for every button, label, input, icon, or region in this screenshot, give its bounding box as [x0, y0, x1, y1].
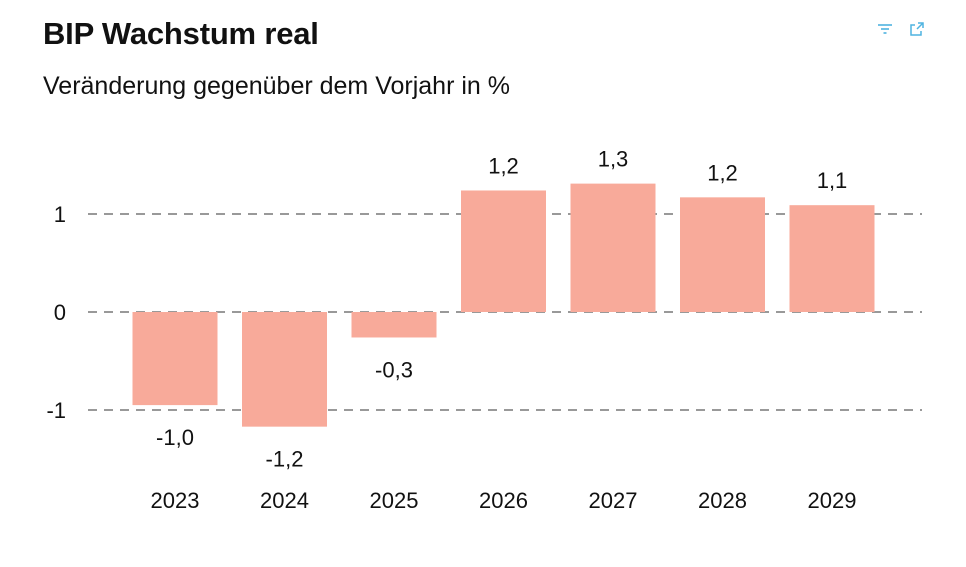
label-layer: 1 0 -1 -1,0 2023 -1,2 2024 -0,3 2025 1,2 2026 1,3 20… — [46, 147, 856, 513]
x-tick-label: 2025 — [370, 488, 419, 513]
data-label: 1,3 — [598, 147, 629, 172]
y-tick-label: 1 — [54, 202, 66, 227]
bar-layer — [132, 183, 875, 427]
x-tick-label: 2023 — [151, 488, 200, 513]
expand-icon[interactable] — [908, 20, 926, 38]
data-label: -1,0 — [156, 425, 194, 450]
filter-icon[interactable] — [876, 20, 894, 38]
bar[interactable] — [570, 183, 656, 312]
bar[interactable] — [242, 312, 327, 427]
chart-title: BIP Wachstum real — [43, 16, 319, 51]
x-tick-label: 2028 — [698, 488, 747, 513]
bar[interactable] — [680, 197, 765, 312]
data-label: -0,3 — [375, 357, 413, 382]
data-label: -1,2 — [266, 447, 304, 472]
data-label: 1,1 — [817, 168, 848, 193]
bar[interactable] — [351, 312, 437, 338]
chart-subtitle: Veränderung gegenüber dem Vorjahr in % — [43, 72, 510, 100]
data-label: 1,2 — [707, 160, 738, 185]
x-tick-label: 2026 — [479, 488, 528, 513]
bar[interactable] — [461, 190, 546, 312]
y-tick-label: 0 — [54, 300, 66, 325]
x-tick-label: 2029 — [808, 488, 857, 513]
bar[interactable] — [132, 312, 218, 406]
x-tick-label: 2027 — [589, 488, 638, 513]
chart-toolbar — [876, 20, 926, 38]
data-label: 1,2 — [488, 153, 519, 178]
y-tick-label: -1 — [46, 398, 66, 423]
x-tick-label: 2024 — [260, 488, 309, 513]
bar[interactable] — [789, 205, 875, 312]
